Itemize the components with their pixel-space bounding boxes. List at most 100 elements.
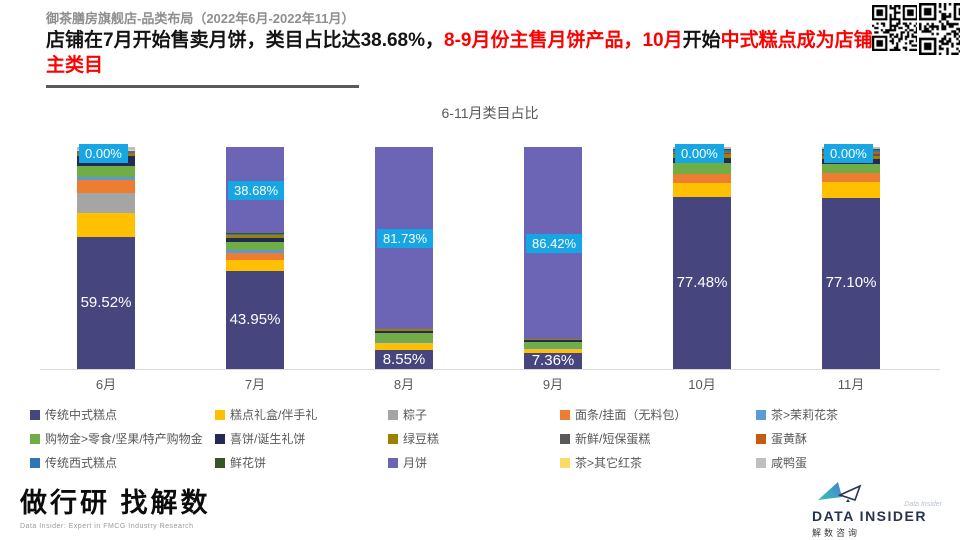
legend-item: 月饼 [388, 454, 560, 471]
footer-left-logo: 做行研 找解数 Data Insider: Expert in FMCG Ind… [20, 481, 211, 530]
legend-item: 咸鸭蛋 [756, 454, 940, 471]
legend-swatch-icon [30, 409, 40, 420]
data-label: 43.95% [229, 311, 281, 329]
right-logo-wordmark: DATA INSIDER [812, 508, 927, 524]
x-axis-tick-label: 7月 [244, 377, 266, 392]
segment-传统中式糕点 [524, 352, 582, 369]
segment-茶>茉莉花茶 [822, 172, 880, 174]
data-label: 7.36% [531, 351, 575, 369]
left-logo-tagline: Data Insider: Expert in FMCG Industry Re… [20, 523, 194, 530]
bar-column-10月 [673, 147, 731, 369]
segment-面条/挂面（无料包） [822, 173, 880, 183]
legend-swatch-icon [756, 457, 766, 468]
legend-item: 鲜花饼 [215, 454, 388, 471]
segment-绿豆糕 [226, 234, 284, 239]
segment-鲜花饼 [226, 232, 284, 234]
legend-item: 茶>其它红茶 [560, 454, 756, 471]
segment-购物金>零食/坚果/特产购物金 [375, 332, 433, 342]
segment-喜饼/诞生礼饼 [375, 331, 433, 333]
callout-data-label: 0.00% [824, 144, 873, 163]
legend-swatch-icon [388, 457, 398, 468]
legend-swatch-icon [560, 433, 570, 444]
segment-喜饼/诞生礼饼 [226, 238, 284, 242]
segment-粽子 [77, 192, 135, 213]
legend-label: 面条/挂面（无料包） [575, 408, 687, 422]
legend-swatch-icon [215, 409, 225, 420]
segment-糕点礼盒/伴手礼 [524, 349, 582, 353]
bar-column-6月 [77, 147, 135, 369]
x-axis-line [40, 369, 940, 370]
bar-column-9月 [524, 147, 582, 369]
data-label: 8.55% [382, 350, 426, 368]
legend-swatch-icon [30, 457, 40, 468]
legend-item: 面条/挂面（无料包） [560, 406, 756, 423]
legend-label: 蛋黄酥 [771, 432, 808, 446]
title-segment: 开始 [682, 30, 721, 51]
legend-swatch-icon [215, 433, 225, 444]
segment-糕点礼盒/伴手礼 [226, 260, 284, 272]
legend-item: 绿豆糕 [388, 430, 560, 447]
legend-label: 鲜花饼 [230, 456, 267, 470]
segment-糕点礼盒/伴手礼 [77, 212, 135, 237]
chart-legend: 传统中式糕点 糕点礼盒/伴手礼 粽子 面条/挂面（无料包） 茶>茉莉花茶 购物金>零食/坚… [30, 406, 940, 471]
qr-code-icon [870, 3, 920, 58]
bar-column-8月 [375, 147, 433, 369]
legend-item: 茶>茉莉花茶 [756, 406, 940, 423]
legend-swatch-icon [388, 409, 398, 420]
segment-传统中式糕点 [226, 271, 284, 369]
legend-item: 粽子 [388, 406, 560, 423]
segment-茶>茉莉花茶 [226, 250, 284, 253]
footer-right-logo: Data Insider DATA INSIDER 解数咨询 [812, 478, 942, 539]
data-label: 77.10% [825, 274, 877, 292]
title-segment: 店铺在7月开始售卖月饼，类目占比达38.68%， [46, 30, 445, 51]
data-label: 77.48% [676, 273, 728, 291]
right-logo-chinese: 解数咨询 [812, 528, 861, 538]
legend-swatch-icon [215, 457, 225, 468]
page-title: 店铺在7月开始售卖月饼，类目占比达38.68%，8-9月份主售月饼产品，10月开… [46, 28, 951, 78]
segment-购物金>零食/坚果/特产购物金 [822, 163, 880, 173]
slide-subtitle: 御茶膳房旗舰店-品类布局（2022年6月-2022年11月） [46, 11, 355, 26]
segment-糕点礼盒/伴手礼 [375, 342, 433, 351]
segment-购物金>零食/坚果/特产购物金 [673, 162, 731, 174]
data-label: 59.52% [80, 293, 132, 311]
callout-data-label: 81.73% [377, 228, 434, 248]
legend-label: 传统中式糕点 [45, 408, 118, 422]
legend-swatch-icon [560, 457, 570, 468]
segment-糕点礼盒/伴手礼 [673, 182, 731, 197]
segment-购物金>零食/坚果/特产购物金 [226, 241, 284, 251]
legend-item: 传统西式糕点 [30, 454, 215, 471]
bar-column-11月 [822, 147, 880, 369]
segment-购物金>零食/坚果/特产购物金 [77, 165, 135, 177]
legend-label: 新鲜/短保蛋糕 [575, 432, 651, 446]
legend-item: 喜饼/诞生礼饼 [215, 430, 388, 447]
legend-swatch-icon [30, 433, 40, 444]
qr-code-icon [917, 1, 960, 62]
segment-面条/挂面（无料包） [77, 179, 135, 193]
legend-swatch-icon [756, 433, 766, 444]
legend-label: 糕点礼盒/伴手礼 [230, 408, 318, 422]
x-axis-tick-label: 11月 [837, 377, 865, 392]
chart-title: 6-11月类目占比 [441, 105, 539, 121]
legend-swatch-icon [388, 433, 398, 444]
legend-label: 传统西式糕点 [45, 456, 118, 470]
qr-code-icon [919, 3, 960, 55]
qr-code-icon [872, 5, 918, 51]
legend-label: 绿豆糕 [403, 432, 440, 446]
segment-绿豆糕 [524, 338, 582, 341]
callout-data-label: 86.42% [526, 233, 583, 253]
segment-糕点礼盒/伴手礼 [822, 182, 880, 198]
legend-label: 月饼 [403, 456, 428, 470]
callout-data-label: 0.00% [675, 144, 724, 163]
legend-swatch-icon [756, 409, 766, 420]
title-segment: 中式糕点成为店铺 [720, 30, 873, 51]
segment-传统中式糕点 [822, 197, 880, 369]
legend-label: 喜饼/诞生礼饼 [230, 432, 306, 446]
x-axis-tick-label: 6月 [95, 377, 117, 392]
segment-购物金>零食/坚果/特产购物金 [524, 341, 582, 349]
right-logo-script: Data Insider [904, 501, 942, 508]
x-axis-tick-label: 8月 [393, 377, 415, 392]
triangles-logo-icon [818, 482, 862, 502]
legend-item: 传统中式糕点 [30, 406, 215, 423]
legend-item: 糕点礼盒/伴手礼 [215, 406, 388, 423]
